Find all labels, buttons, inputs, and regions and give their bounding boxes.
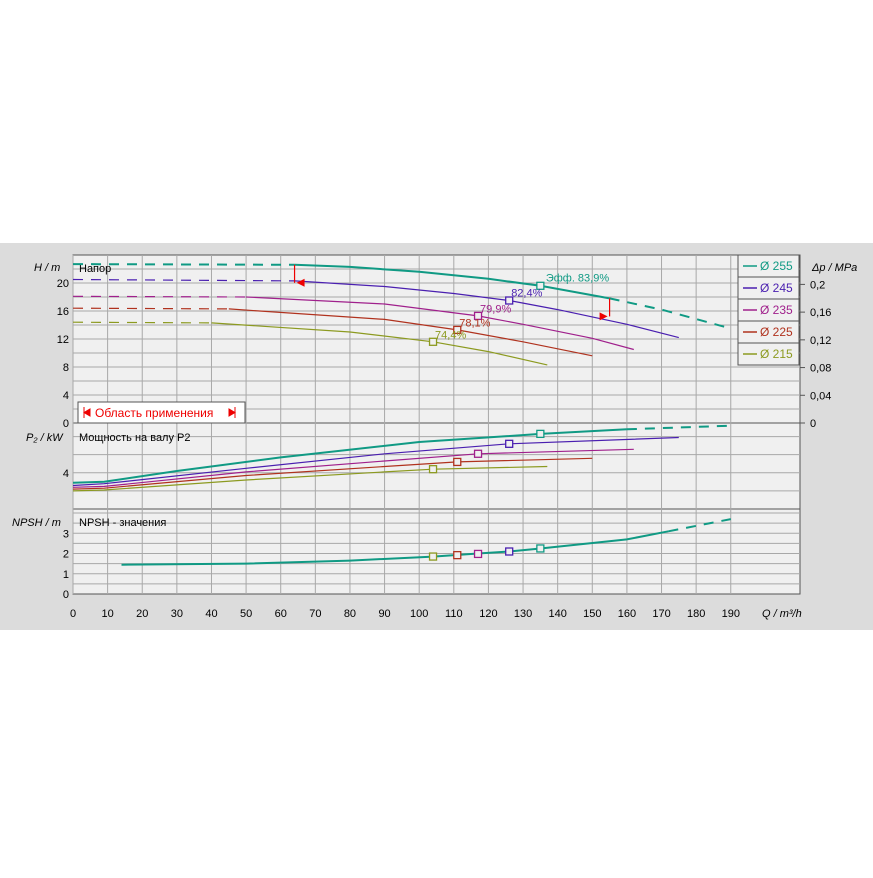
operating-point-marker [453, 457, 462, 467]
npsh-panel-title: NPSH - значения [79, 517, 166, 529]
operating-point-marker [505, 296, 514, 305]
legend: Ø 255 Ø 245 Ø 235 Ø 225 Ø 215 [737, 254, 800, 366]
x-tick-label: 30 [171, 608, 183, 620]
curve-d215 [72, 465, 548, 492]
head-y-axis-label: H / m [34, 262, 60, 274]
pressure-y2-tick-label: 0,08 [810, 363, 831, 375]
pressure-y2-tick-label: 0,04 [810, 390, 831, 402]
range-start-arrow [296, 278, 305, 287]
x-tick-label: 10 [101, 608, 113, 620]
legend-label: Ø 245 [760, 281, 793, 295]
head-panel-title: Напор [79, 263, 111, 275]
operating-range-box: Область применения [77, 401, 246, 424]
x-tick-label: 40 [205, 608, 217, 620]
curve-dashed-d215 [72, 321, 212, 324]
curve-dashed-d225 [72, 307, 229, 310]
operating-range-markers [293, 264, 611, 321]
operating-point-marker [536, 429, 545, 439]
x-tick-label: 130 [514, 608, 532, 620]
operating-point-marker [453, 550, 462, 560]
x-tick-label: 180 [687, 608, 705, 620]
x-tick-label: 60 [275, 608, 287, 620]
operating-point-marker [473, 311, 483, 321]
operating-point-marker [473, 549, 483, 559]
x-tick-label: 190 [722, 608, 740, 620]
operating-point-marker [473, 449, 483, 458]
head-y-tick-label: 20 [57, 278, 69, 290]
efficiency-annotations: Эфф. 83,9% 82,4%79,9% 78,1%74,4% [435, 273, 609, 342]
pressure-y2-tick-label: 0,16 [810, 307, 831, 319]
x-tick-label: 170 [652, 608, 670, 620]
head-y-tick-label: 4 [63, 390, 69, 402]
legend-label: Ø 235 [760, 303, 793, 317]
operating-point-marker [505, 439, 514, 448]
operating-point-marker [536, 281, 545, 290]
range-end-arrow [599, 312, 608, 321]
power-y-tick-label: 4 [63, 468, 69, 480]
x-tick-label: 90 [378, 608, 390, 620]
x-tick-label: 110 [445, 608, 463, 620]
x-tick-label: 80 [344, 608, 356, 620]
curve-dashed-d235 [72, 295, 247, 298]
curve-d235 [72, 448, 634, 488]
npsh-y-tick-label: 1 [63, 569, 69, 581]
pressure-y2-axis-label: Δp / MPa [811, 262, 857, 274]
npsh-y-tick-label: 3 [63, 528, 69, 540]
operating-point-marker [505, 547, 514, 556]
x-tick-label: 100 [410, 608, 428, 620]
x-tick-label: 0 [70, 608, 76, 620]
npsh-plot-area [72, 508, 801, 595]
legend-label: Ø 225 [760, 325, 793, 339]
efficiency-label: 78,1% [459, 317, 490, 329]
x-tick-label: 120 [479, 608, 497, 620]
npsh-y-tick-label: 0 [63, 589, 69, 601]
head-y-tick-label: 12 [57, 334, 69, 346]
head-y-tick-label: 0 [63, 418, 69, 430]
curve-d255 [294, 263, 610, 300]
operating-point-marker [428, 552, 438, 561]
head-y-tick-label: 16 [57, 306, 69, 318]
grid-lines [72, 255, 805, 594]
efficiency-label: Эфф. 83,9% [546, 273, 610, 285]
curve-dashed-d245 [72, 278, 295, 282]
x-tick-label: 20 [136, 608, 148, 620]
pressure-y2-tick-label: 0 [810, 418, 816, 430]
legend-entry-box [737, 342, 800, 366]
npsh-y-axis-label: NPSH / m [12, 517, 61, 529]
curve-d245 [72, 436, 679, 487]
x-tick-label: 70 [309, 608, 321, 620]
markers-layer [428, 281, 545, 561]
efficiency-label: 74,4% [435, 329, 466, 341]
npsh-y-tick-label: 2 [63, 549, 69, 561]
power-y-axis-label: P₂ / kW [26, 432, 64, 444]
operating-point-marker [536, 544, 545, 553]
operating-point-marker [428, 337, 438, 346]
tick-labels: 0 10 20 30 40 50 60 70 80 90 100 110 120 130 140 150 160… [57, 278, 832, 620]
operating-point-marker [453, 325, 462, 335]
x-tick-label: 160 [618, 608, 636, 620]
curve-d235 [246, 296, 634, 351]
legend-label: Ø 215 [760, 347, 793, 361]
efficiency-label: 79,9% [480, 303, 511, 315]
legend-label: Ø 255 [760, 259, 793, 273]
efficiency-label: 82,4% [511, 287, 542, 299]
curve-dashed-d255 [72, 263, 295, 266]
x-tick-label: 140 [548, 608, 566, 620]
pressure-y2-tick-label: 0,12 [810, 335, 831, 347]
x-tick-label: 150 [583, 608, 601, 620]
operating-range-label: Область применения [95, 406, 213, 420]
curve-d225 [72, 457, 593, 490]
head-y-tick-label: 8 [63, 362, 69, 374]
pressure-y2-tick-label: 0,2 [810, 279, 825, 291]
x-tick-label: 50 [240, 608, 252, 620]
x-axis-label: Q / m³/h [762, 608, 802, 620]
operating-point-marker [428, 465, 438, 474]
power-panel-title: Мощность на валу P2 [79, 432, 191, 444]
